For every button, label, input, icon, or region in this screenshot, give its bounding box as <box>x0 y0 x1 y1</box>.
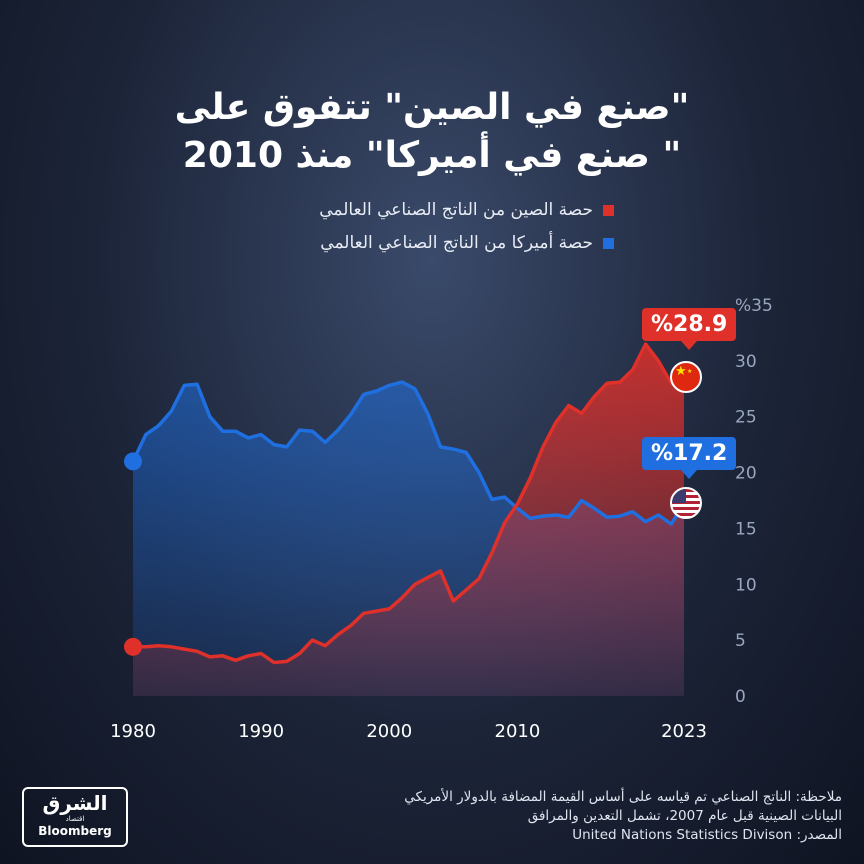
china-flag-icon: ★ ★ <box>670 361 702 393</box>
legend-swatch-china <box>603 204 614 216</box>
china-area <box>133 344 684 696</box>
chart-title: "صنع في الصين" تتفوق على " صنع في أميركا… <box>0 84 864 180</box>
usa-value-callout: %17.2 <box>642 437 737 479</box>
y-tick-label: 30 <box>735 352 757 372</box>
footnote-line-2: البيانات الصينية قبل عام 2007، تشمل التع… <box>527 808 842 824</box>
legend-swatch-usa <box>603 237 614 249</box>
y-tick-label: 25 <box>735 408 757 428</box>
usa-flag-icon <box>670 487 702 519</box>
title-line-1: "صنع في الصين" تتفوق على <box>174 87 690 128</box>
asharq-bloomberg-logo: الشرق اقتصاد Bloomberg <box>22 787 128 847</box>
legend-item-usa: حصة أميركا من الناتج الصناعي العالمي <box>320 233 614 253</box>
x-tick-label: 1990 <box>238 721 284 742</box>
china-start-point <box>124 637 142 656</box>
y-tick-label: 5 <box>735 631 746 651</box>
x-tick-label: 2023 <box>661 721 707 742</box>
logo-sub: اقتصاد <box>65 815 85 823</box>
y-tick-label: 0 <box>735 687 746 707</box>
china-line <box>133 342 686 665</box>
usa-line <box>131 380 686 526</box>
footnote-line-1: ملاحظة: الناتج الصناعي تم قياسه على أساس… <box>404 789 842 805</box>
logo-name: الشرق <box>42 791 108 815</box>
x-tick-label: 2000 <box>366 721 412 742</box>
legend-label-usa: حصة أميركا من الناتج الصناعي العالمي <box>320 233 593 253</box>
logo-brand: Bloomberg <box>38 824 112 838</box>
x-tick-label: 1980 <box>110 721 156 742</box>
title-line-2: " صنع في أميركا" منذ 2010 <box>182 135 682 176</box>
source-line: المصدر: United Nations Statistics Diviso… <box>572 827 842 843</box>
usa-start-point <box>124 452 142 471</box>
y-tick-label: %35 <box>735 296 773 316</box>
y-tick-label: 10 <box>735 575 757 595</box>
legend-item-china: حصة الصين من الناتج الصناعي العالمي <box>319 200 614 220</box>
x-tick-label: 2010 <box>495 721 541 742</box>
y-tick-label: 20 <box>735 464 757 484</box>
legend-label-china: حصة الصين من الناتج الصناعي العالمي <box>319 200 593 220</box>
y-tick-label: 15 <box>735 519 757 539</box>
china-value-callout: %28.9 <box>642 308 737 350</box>
